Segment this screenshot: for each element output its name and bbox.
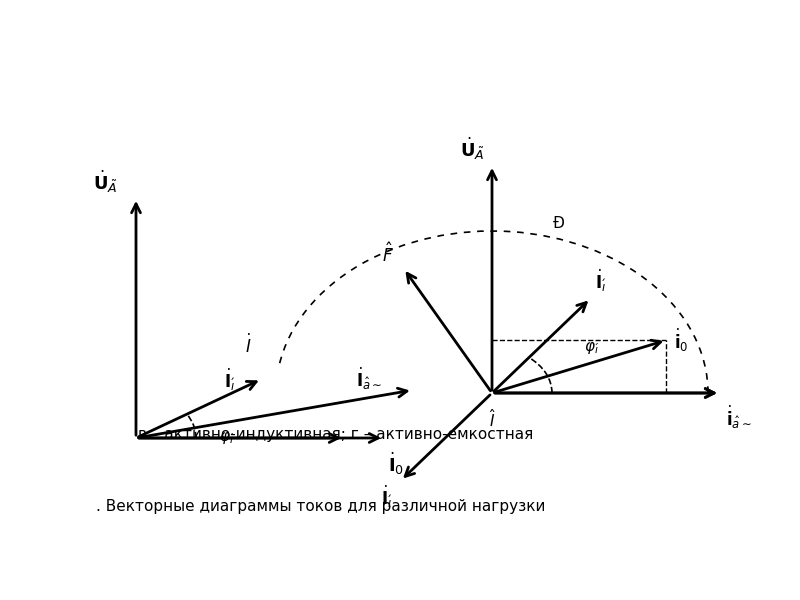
Text: $\dot{\mathbf{i}}_{\hat{a}\sim}$: $\dot{\mathbf{i}}_{\hat{a}\sim}$	[726, 404, 752, 431]
Text: $\text{Ð}$: $\text{Ð}$	[552, 215, 565, 230]
Text: $\dot{\mathbf{I}}_{\acute{\imath}}$: $\dot{\mathbf{I}}_{\acute{\imath}}$	[381, 484, 393, 509]
Text: . Векторные диаграммы токов для различной нагрузки: . Векторные диаграммы токов для различно…	[96, 499, 546, 514]
Text: $\dot{\mathbf{I}}_{\hat{a}\sim}$: $\dot{\mathbf{I}}_{\hat{a}\sim}$	[356, 366, 382, 392]
Text: $\dot{\mathbf{I}}_{\acute{\imath}}$: $\dot{\mathbf{I}}_{\acute{\imath}}$	[594, 268, 606, 293]
Text: $\dot{\mathbf{U}}_{\tilde{A}}$: $\dot{\mathbf{U}}_{\tilde{A}}$	[460, 136, 484, 162]
Text: $\dot{\mathbf{U}}_{\tilde{A}}$: $\dot{\mathbf{U}}_{\tilde{A}}$	[94, 169, 118, 195]
Text: в – активно-индуктивная; г – активно-емкостная: в – активно-индуктивная; г – активно-емк…	[138, 427, 534, 443]
Text: $\hat{I}$: $\hat{I}$	[489, 408, 495, 430]
Text: $\dot{\mathbf{I}}_0$: $\dot{\mathbf{I}}_0$	[388, 451, 404, 478]
Text: $\hat{F}$: $\hat{F}$	[382, 242, 394, 266]
Text: $\dot{I}$: $\dot{I}$	[245, 334, 251, 356]
Text: $\dot{\mathbf{I}}_{\acute{\imath}}$: $\dot{\mathbf{I}}_{\acute{\imath}}$	[224, 367, 236, 392]
Text: $\varphi_{\acute{\imath}}$: $\varphi_{\acute{\imath}}$	[584, 340, 599, 356]
Text: $\varphi_{\acute{\imath}}$: $\varphi_{\acute{\imath}}$	[218, 430, 234, 446]
Text: $\dot{\mathbf{i}}_0$: $\dot{\mathbf{i}}_0$	[674, 326, 689, 354]
